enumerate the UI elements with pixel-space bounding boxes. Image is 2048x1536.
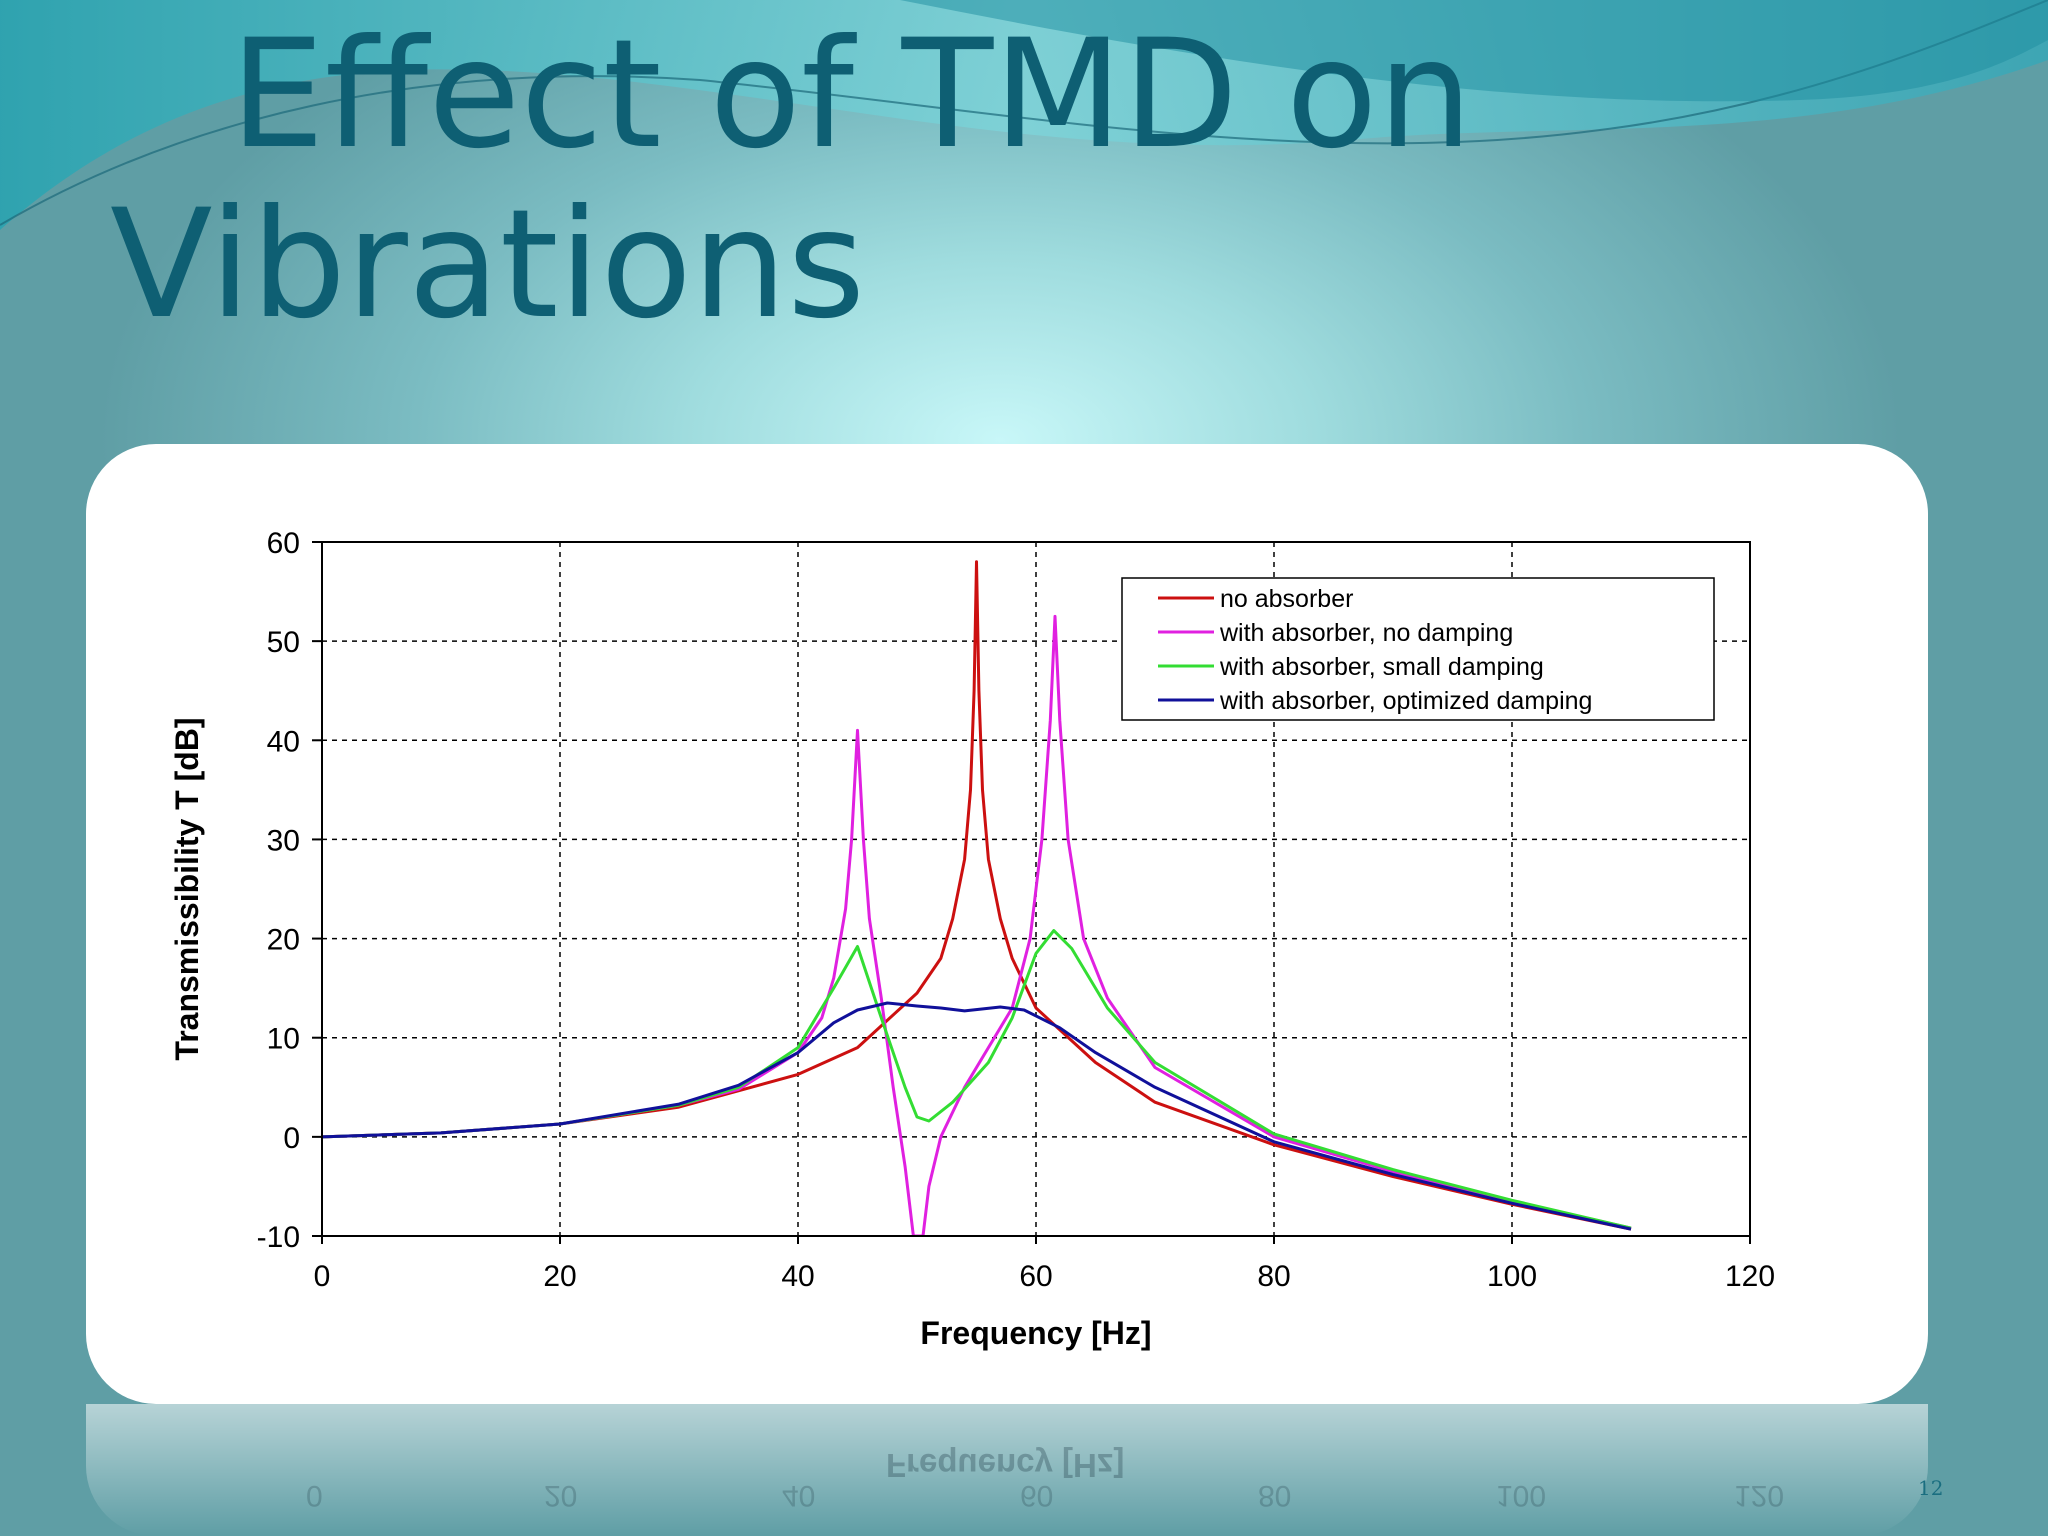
x-tick-label: 40 xyxy=(781,1260,814,1293)
series-line-1 xyxy=(322,560,1632,1231)
x-tick-label: 0 xyxy=(314,1260,331,1293)
plot-frame xyxy=(321,541,1751,1237)
slide-number: 12 xyxy=(1918,1476,1944,1500)
slide-title: Effect of TMD on Vibrations xyxy=(110,10,1510,350)
y-tick-label: 20 xyxy=(267,924,300,957)
x-tick-label: 120 xyxy=(1725,1260,1775,1293)
series-line-2 xyxy=(322,614,1632,1236)
chart-reflection: Frequency [Hz] 0 20 40 60 80 100 120 xyxy=(86,1404,1928,1536)
reflection-tick-label: 20 xyxy=(544,1479,578,1512)
reflection-tick-label: 100 xyxy=(1496,1479,1547,1512)
y-tick-label: 60 xyxy=(267,527,300,560)
x-axis-title: Frequency [Hz] xyxy=(920,1315,1151,1351)
y-tick-label: 10 xyxy=(267,1023,300,1056)
reflection-axis-title: Frequency [Hz] xyxy=(886,1447,1125,1484)
x-tick-label: 100 xyxy=(1487,1260,1537,1293)
y-tick-label: 30 xyxy=(267,824,300,857)
transmissibility-chart: 0 20 40 60 80 100 120 -10 0 10 20 30 40 50 60 Frequenc… xyxy=(169,527,1775,1351)
legend-entry: with absorber, small damping xyxy=(1219,653,1544,681)
x-tick-label: 60 xyxy=(1019,1260,1052,1293)
reflection-tick-label: 60 xyxy=(1020,1479,1054,1512)
legend-box xyxy=(1121,577,1715,721)
y-tick-label: -10 xyxy=(257,1221,300,1254)
chart-grid xyxy=(322,542,1750,1236)
reflection-tick-label: 120 xyxy=(1734,1479,1785,1512)
x-tick-label: 80 xyxy=(1257,1260,1290,1293)
chart-card: 0 20 40 60 80 100 120 -10 0 10 20 30 40 50 60 Frequenc… xyxy=(86,444,1928,1404)
y-tick-label: 40 xyxy=(267,725,300,758)
reflection-tick-label: 80 xyxy=(1258,1479,1292,1512)
legend-entry: with absorber, optimized damping xyxy=(1219,687,1592,715)
slide-title-line-2: Vibrations xyxy=(110,178,866,352)
x-tick-label: 20 xyxy=(543,1260,576,1293)
y-tick-label: 50 xyxy=(267,626,300,659)
series-line-3 xyxy=(322,929,1632,1230)
chart-ticks: 0 20 40 60 80 100 120 -10 0 10 20 30 40 50 60 xyxy=(257,527,1775,1293)
series-line-4 xyxy=(322,1001,1632,1231)
legend-entry: no absorber xyxy=(1220,585,1353,613)
y-axis-title: Transmissibility T [dB] xyxy=(169,717,205,1060)
reflection-tick-label: 0 xyxy=(306,1479,323,1512)
chart-series xyxy=(322,560,1632,1236)
reflection-tick-label: 40 xyxy=(782,1479,816,1512)
slide-title-line-1: Effect of TMD on xyxy=(230,8,1473,182)
chart-legend: no absorber with absorber, no damping with… xyxy=(1121,577,1715,721)
y-tick-label: 0 xyxy=(283,1122,300,1155)
legend-entry: with absorber, no damping xyxy=(1219,619,1513,647)
